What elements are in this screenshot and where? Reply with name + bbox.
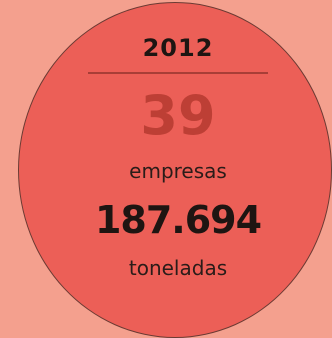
tonnage-label: toneladas	[128, 256, 228, 280]
tonnage-value: 187.694	[94, 198, 262, 242]
stat-content: 2012 39 empresas 187.694 toneladas	[88, 34, 268, 280]
stat-circle	[18, 2, 332, 338]
year-heading: 2012	[142, 34, 214, 62]
companies-count: 39	[140, 84, 216, 147]
divider	[88, 72, 268, 74]
companies-label: empresas	[129, 159, 227, 183]
